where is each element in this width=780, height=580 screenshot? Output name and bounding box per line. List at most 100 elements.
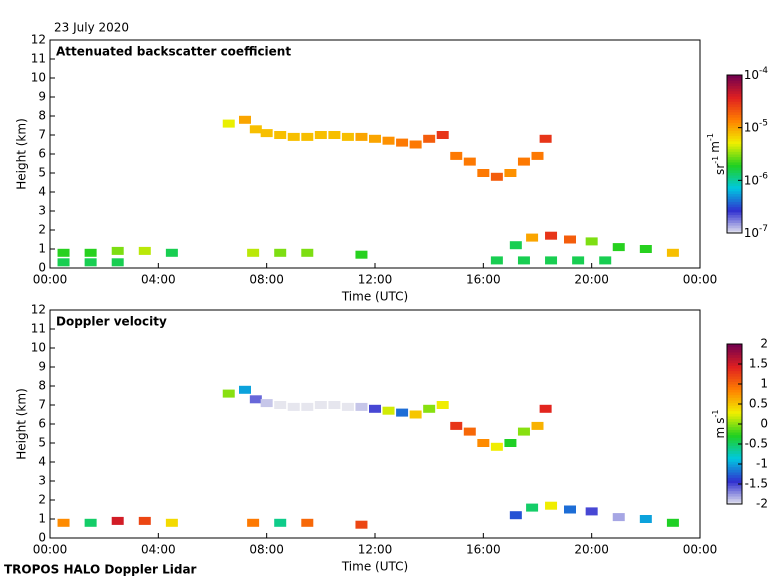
data-cell bbox=[274, 248, 287, 257]
data-cell bbox=[564, 505, 576, 514]
data-cell bbox=[249, 395, 262, 404]
x-axis-label: Time (UTC) bbox=[341, 290, 408, 304]
colorbar-cell bbox=[727, 103, 742, 108]
colorbar-tick-label: -2 bbox=[756, 497, 768, 511]
data-cell bbox=[666, 248, 679, 257]
tick-base: 10 bbox=[744, 68, 759, 82]
colorbar-cell bbox=[727, 413, 742, 417]
colorbar-cell bbox=[727, 466, 742, 470]
y-tick-label: 4 bbox=[38, 455, 46, 469]
data-cell bbox=[274, 518, 287, 527]
colorbar-tick-label: 0 bbox=[760, 417, 768, 431]
colorbar-cell bbox=[727, 442, 742, 446]
colorbar-cell bbox=[727, 501, 742, 505]
colorbar-cell bbox=[727, 346, 742, 350]
data-cell bbox=[545, 231, 558, 240]
y-tick-label: 2 bbox=[38, 493, 46, 507]
colorbar-cell bbox=[727, 190, 742, 194]
colorbar-cell bbox=[727, 349, 742, 353]
colorbar-cell bbox=[727, 93, 742, 97]
colorbar-cell bbox=[727, 214, 742, 218]
colorbar-cell bbox=[727, 209, 742, 213]
x-tick-label: 12:00 bbox=[358, 543, 393, 557]
data-cell bbox=[599, 256, 612, 265]
colorbar-cell bbox=[727, 429, 742, 433]
colorbar-cell bbox=[727, 206, 742, 210]
x-tick-label: 04:00 bbox=[141, 273, 176, 287]
colorbar-tick-label: 1 bbox=[760, 377, 768, 391]
y-tick-label: 9 bbox=[38, 360, 46, 374]
colorbar-cell bbox=[727, 204, 742, 208]
colorbar-cell bbox=[727, 394, 742, 398]
colorbar-cell bbox=[727, 397, 742, 401]
colorbar-cell bbox=[727, 357, 742, 361]
colorbar-cell bbox=[727, 135, 742, 139]
x-tick-label: 08:00 bbox=[249, 543, 284, 557]
colorbar-cell bbox=[727, 193, 742, 197]
colorbar-cell bbox=[727, 450, 742, 454]
colorbar-cell bbox=[727, 80, 742, 84]
data-cell bbox=[274, 401, 287, 409]
colorbar-cell bbox=[727, 464, 742, 468]
colorbar-cell bbox=[727, 90, 742, 94]
colorbar-cell bbox=[727, 437, 742, 441]
colorbar-cell bbox=[727, 402, 742, 406]
colorbar-cell bbox=[727, 101, 742, 105]
colorbar-tick-label: 10-4 bbox=[744, 66, 769, 82]
colorbar-cell bbox=[727, 111, 742, 115]
y-tick-label: 5 bbox=[38, 166, 46, 180]
data-cell bbox=[539, 404, 552, 413]
data-cell bbox=[239, 385, 251, 394]
data-cell bbox=[111, 516, 124, 525]
x-tick-label: 00:00 bbox=[33, 273, 68, 287]
data-cell bbox=[369, 134, 381, 143]
data-cell bbox=[301, 518, 314, 527]
colorbar-cell bbox=[727, 196, 742, 200]
tick-exponent: -7 bbox=[759, 224, 768, 234]
data-cell bbox=[314, 131, 327, 139]
colorbar-cell bbox=[727, 410, 742, 414]
colorbar-cell bbox=[727, 368, 742, 372]
colorbar-cell bbox=[727, 384, 742, 388]
colorbar-cell bbox=[727, 167, 742, 171]
colorbar-cell bbox=[727, 389, 742, 393]
colorbar-cell bbox=[727, 172, 742, 176]
data-cell bbox=[260, 399, 273, 408]
data-cell bbox=[247, 518, 260, 527]
data-cell bbox=[249, 125, 262, 134]
data-cell bbox=[450, 421, 463, 430]
colorbar-cell bbox=[727, 75, 742, 79]
colorbar-cell bbox=[727, 109, 742, 113]
data-cell bbox=[477, 169, 490, 177]
data-cell bbox=[222, 119, 235, 128]
colorbar-cell bbox=[727, 445, 742, 449]
data-cell bbox=[409, 140, 422, 149]
data-cell bbox=[247, 248, 260, 257]
data-cell bbox=[423, 404, 436, 413]
x-tick-label: 16:00 bbox=[466, 273, 501, 287]
colorbar-cell bbox=[727, 461, 742, 465]
tick-base: 10 bbox=[744, 120, 759, 134]
colorbar-cell bbox=[727, 416, 742, 420]
colorbar-cell bbox=[727, 198, 742, 202]
colorbar-cell bbox=[727, 148, 742, 152]
colorbar-tick-label: -0.5 bbox=[745, 437, 768, 451]
colorbar-cell bbox=[727, 373, 742, 377]
panel-title: Attenuated backscatter coefficient bbox=[56, 45, 291, 59]
colorbar-tick-label: 0.5 bbox=[749, 397, 768, 411]
x-axis-label: Time (UTC) bbox=[341, 560, 408, 574]
colorbar-tick-label: -1.5 bbox=[745, 477, 768, 491]
colorbar-cell bbox=[727, 211, 742, 216]
colorbar-cell bbox=[727, 161, 742, 166]
colorbar-cell bbox=[727, 488, 742, 492]
data-cell bbox=[396, 138, 409, 147]
y-tick-label: 1 bbox=[38, 512, 46, 526]
colorbar-cell bbox=[727, 480, 742, 484]
colorbar-cell bbox=[727, 182, 742, 187]
x-tick-label: 20:00 bbox=[574, 273, 609, 287]
colorbar-cell bbox=[727, 96, 742, 100]
y-tick-label: 5 bbox=[38, 436, 46, 450]
data-cell bbox=[274, 131, 287, 139]
colorbar-cell bbox=[727, 188, 742, 192]
colorbar-cell bbox=[727, 344, 742, 348]
